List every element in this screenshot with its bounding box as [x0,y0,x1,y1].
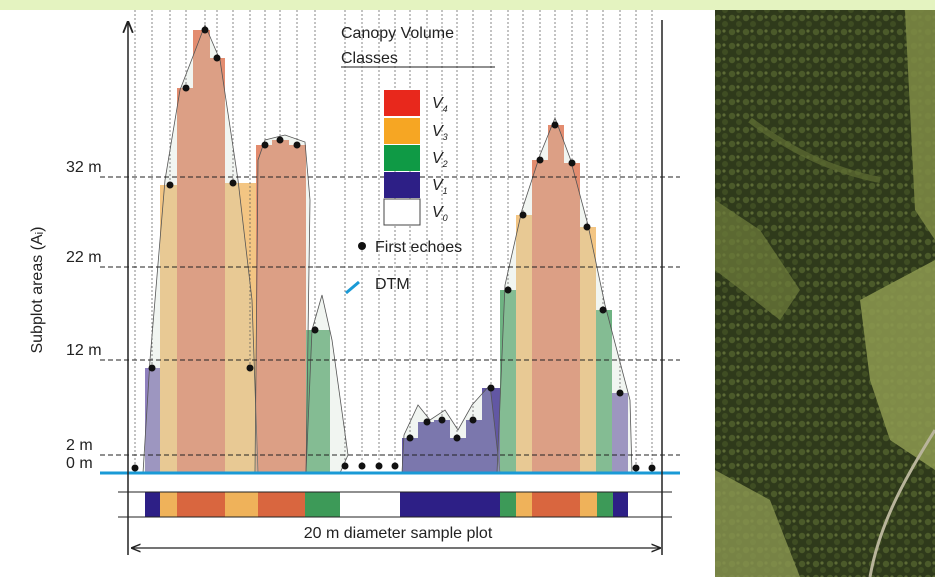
legend-subscript: 3 [443,132,448,142]
class-cell [580,492,597,517]
legend-swatch [384,145,420,171]
echo-point [214,55,221,62]
echo-symbol [358,242,366,250]
echo-point [424,419,431,426]
class-cell [613,492,628,517]
tick-label: 32 m [66,159,102,176]
echo-point [132,465,139,472]
legend-swatch [384,118,420,144]
class-cell [177,492,225,517]
echo-point [584,224,591,231]
tick-label: 22 m [66,249,102,266]
echo-point [505,287,512,294]
diagram: 32 m 22 m 12 m 2 m0 m [66,10,680,555]
echo-point [247,365,254,372]
tree [306,295,348,473]
legend-title: Canopy Volume [341,25,454,42]
tree [497,118,632,473]
echo-point [230,180,237,187]
dtm-label: DTM [375,276,410,293]
class-cell [225,492,258,517]
echo-point [649,465,656,472]
echo-point [376,463,383,470]
tree [255,135,310,473]
echo-point [633,465,640,472]
echo-point [600,307,607,314]
echo-point [294,142,301,149]
tree [143,25,258,473]
class-cell [500,492,516,517]
class-cell [516,492,532,517]
legend-label: V4 [432,95,448,114]
echo-point [312,327,319,334]
tick-label: 2 m [66,437,93,454]
class-cell [532,492,580,517]
echo-point [202,27,209,34]
legend-subscript: 1 [443,186,448,196]
echo-point [407,435,414,442]
echo-point [149,365,156,372]
echo-point [569,160,576,167]
echo-point [167,182,174,189]
figure: 32 m 22 m 12 m 2 m0 m Canopy Volume Classes… [0,0,935,577]
class-cell [160,492,177,517]
legend-subscript: 2 [442,159,448,169]
class-cell [400,492,500,517]
echo-point [454,435,461,442]
echo-point [359,463,366,470]
echo-point [277,137,284,144]
echo-point [552,122,559,129]
echo-point [262,142,269,149]
class-cell [145,492,160,517]
legend-label: V1 [432,177,448,196]
top-band [0,0,935,10]
dtm-symbol [346,282,359,293]
legend-swatch [384,199,420,225]
legend-label: V0 [432,204,448,223]
footer-label: 20 m diameter sample plot [304,525,493,542]
tree [402,385,500,473]
legend-subtitle: Classes [341,50,398,67]
legend-subscript: 0 [443,213,448,223]
legend-label: V2 [432,150,448,169]
axis-label: Subplot areas (Aᵢ) [29,226,46,353]
echo-point [617,390,624,397]
aerial-photo [715,10,935,577]
class-cell [597,492,613,517]
class-cell [258,492,305,517]
legend-label: V3 [432,123,448,142]
echo-point [392,463,399,470]
echo-point [488,385,495,392]
echo-label: First echoes [375,239,462,256]
echo-point [520,212,527,219]
legend-swatch [384,172,420,198]
echo-point [470,417,477,424]
legend-subscript: 4 [443,104,448,114]
class-cell [305,492,340,517]
echo-point [183,85,190,92]
tick-label: 12 m [66,342,102,359]
echo-point [439,417,446,424]
echo-point [342,463,349,470]
tick-label: 0 m [66,455,93,472]
legend-swatch [384,90,420,116]
echo-point [537,157,544,164]
